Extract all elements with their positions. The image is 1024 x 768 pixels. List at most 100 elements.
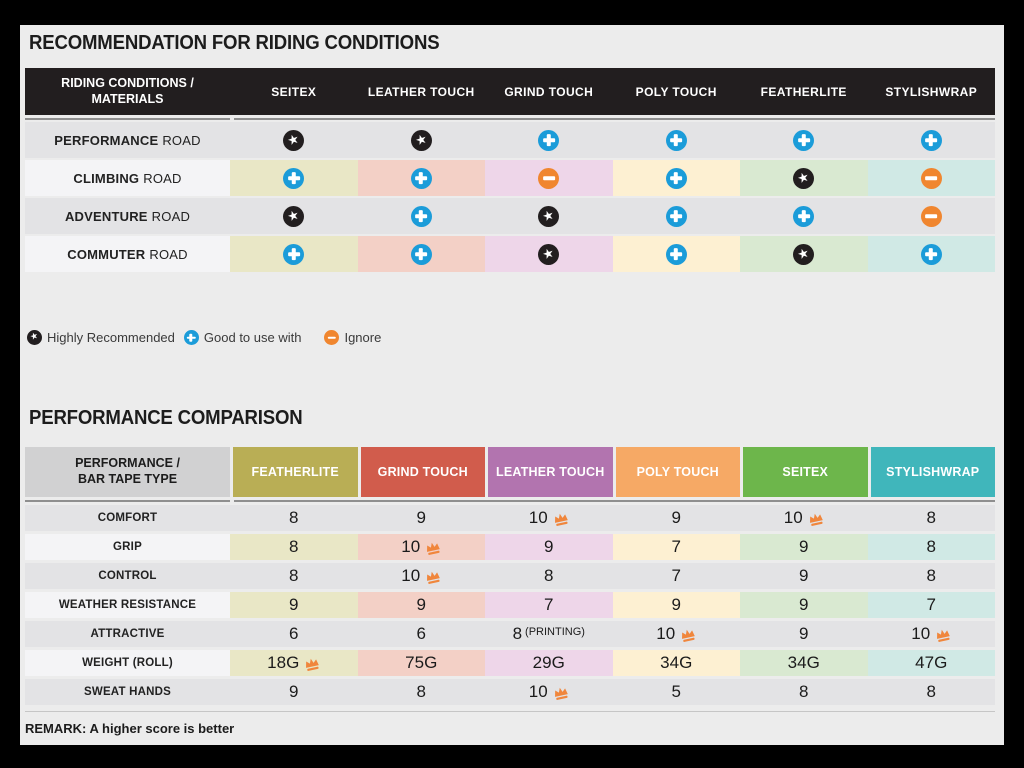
remark-text: REMARK: A higher score is better [25,721,235,736]
score-cell: 7 [613,563,741,589]
score-cell: 8 [868,679,996,705]
score-cell: 9 [358,505,486,531]
score-cell: 7 [612,534,740,560]
crown-icon [306,658,320,671]
score-value: 6 [289,624,299,643]
score-cell: 10 [357,534,485,560]
score-cell: 9 [612,592,740,618]
performance-row: ATTRACTIVE 6 6 8 (PRINTING) 10 9 10 [25,621,995,647]
plus-icon [410,167,432,189]
score-value: 34G [787,653,820,672]
score-cell: 8 [230,563,358,589]
star-rating-cell: ★ [358,122,486,158]
star-rating-cell: ★ [230,198,358,234]
score-cell: 10 [740,505,868,531]
score-cell: 8 [740,679,868,705]
score-cell: 6 [230,621,358,647]
score-value: 10 [783,508,803,527]
performance-row-label: ATTRACTIVE [90,628,165,640]
score-value: 8 [289,537,299,556]
minus-rating-cell [867,160,995,196]
t1-column-header: LEATHER TOUCH [367,84,475,99]
plus-rating-cell [740,122,868,158]
crown-icon [937,629,951,642]
riding-conditions-row: ADVENTURE ROAD ★ ★ [25,198,995,234]
minus-icon [324,330,340,345]
score-cell: 8 [485,563,613,589]
star-icon: ★ [538,205,560,227]
plus-rating-cell [357,160,485,196]
score-value: 9 [416,595,426,614]
score-value: 9 [799,624,809,643]
score-value: 9 [671,508,681,527]
riding-row-label: PERFORMANCE ROAD [54,132,201,148]
star-icon: ★ [538,243,560,265]
star-glyph: ★ [540,206,557,225]
score-value: 9 [799,566,809,585]
score-value: 9 [416,508,426,527]
plus-icon [283,243,305,265]
legend-label: Ignore [344,330,382,345]
t2-column-header: FEATHERLITE [230,447,358,497]
header-separator [25,118,995,120]
plus-icon [920,243,942,265]
star-rating-cell: ★ [230,122,358,158]
star-icon: ★ [283,129,305,151]
score-value: 18G [267,653,300,672]
score-value: 9 [289,595,299,614]
score-value: 8 [926,566,936,585]
score-cell: 9 [230,679,358,705]
legend-item-plus: Good to use with [183,330,301,345]
score-cell: 10 [485,505,613,531]
minus-rating-cell [868,198,996,234]
score-cell: 18G [230,650,358,676]
riding-conditions-header-row: RIDING CONDITIONS / MATERIALS SEITEX LEAT… [25,68,995,115]
t1-column-header: FEATHERLITE [760,84,847,99]
score-cell: 9 [485,534,613,560]
riding-row-label: CLIMBING ROAD [25,160,230,196]
plus-rating-cell [867,236,995,272]
performance-row-label: WEATHER RESISTANCE [25,592,230,618]
star-glyph: ★ [795,168,812,187]
plus-icon [410,243,432,265]
plus-rating-cell [613,198,741,234]
star-icon: ★ [793,243,815,265]
score-value: 10 [401,537,421,556]
t1-column-header: POLY TOUCH [635,84,717,99]
riding-conditions-row: PERFORMANCE ROAD ★ ★ [25,122,995,158]
crown-icon [554,513,568,526]
riding-row-label-strong: CLIMBING [73,170,140,186]
score-cell: 10 [868,621,996,647]
score-value: 8 [926,508,936,527]
score-value: 9 [671,595,681,614]
crown-icon [427,542,441,555]
star-glyph: ★ [285,206,302,225]
star-icon: ★ [410,129,432,151]
plus-rating-cell [740,198,868,234]
plus-rating-cell [358,198,486,234]
plus-rating-cell [485,122,613,158]
score-value: 7 [671,537,681,556]
score-cell: 29G [485,650,613,676]
legend-item-minus: Ignore [324,330,381,345]
score-cell: 8 [868,505,996,531]
riding-conditions-row: CLIMBING ROAD ★ [25,160,995,196]
score-value: 8 [289,566,299,585]
score-value: 9 [799,595,809,614]
score-value: 6 [416,624,426,643]
score-value: 10 [528,508,548,527]
score-cell: 9 [740,621,868,647]
score-value: 8 [926,682,936,701]
plus-icon [283,167,305,189]
plus-icon [920,129,942,151]
score-cell: 9 [740,563,868,589]
t1-column-header: GRIND TOUCH [504,84,594,99]
score-cell: 8 [867,534,995,560]
score-cell: 6 [358,621,486,647]
score-value: 5 [671,682,681,701]
score-cell: 47G [867,650,995,676]
star-rating-cell: ★ [485,236,613,272]
performance-row-label: COMFORT [97,512,158,524]
score-value: 10 [911,624,931,643]
score-value: 8 [416,682,426,701]
